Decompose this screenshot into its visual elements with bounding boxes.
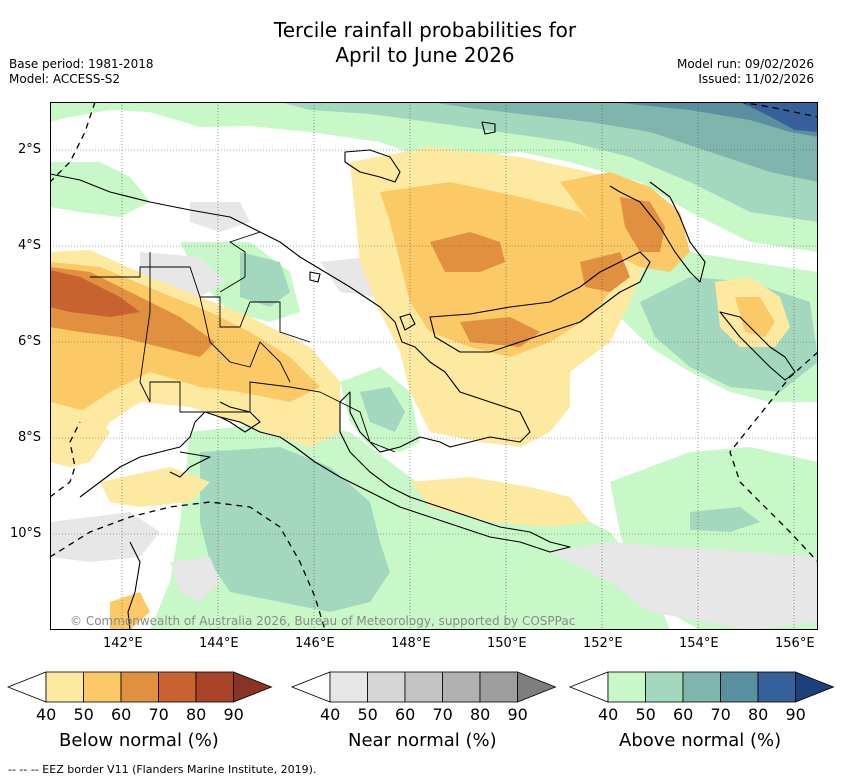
chart-title: Tercile rainfall probabilities for April… (0, 18, 850, 68)
colorbar-label-below: Below normal (%) (59, 730, 219, 751)
meta-right: Model run: 09/02/2026 Issued: 11/02/2026 (677, 57, 814, 87)
colorbar-below-high-arrow (233, 671, 273, 703)
lat-label-4s: 4°S (18, 238, 42, 253)
colorbar-above-segment (645, 671, 684, 703)
model-name: Model: ACCESS-S2 (9, 72, 121, 86)
colorbar-below-tick: 60 (111, 705, 132, 724)
colorbar-near-tick: 60 (395, 705, 416, 724)
colorbar-below-segment (45, 671, 84, 703)
colorbar-near-tick: 50 (357, 705, 378, 724)
lat-label-6s: 6°S (18, 334, 42, 349)
colorbar-near-tick: 70 (432, 705, 453, 724)
colorbar-label-near: Near normal (%) (348, 730, 497, 751)
rainfall-map (50, 102, 818, 630)
colorbar-above-segment (720, 671, 759, 703)
lon-label-148e: 148°E (391, 636, 431, 651)
probability-shading (50, 102, 818, 630)
colorbar-above-tick: 40 (598, 705, 619, 724)
map-frame (50, 102, 818, 630)
colorbar-above-segment (757, 671, 796, 703)
colorbar-near-low-arrow (290, 671, 331, 703)
colorbar-below-tick: 50 (73, 705, 94, 724)
colorbar-below-tick: 90 (223, 705, 244, 724)
eez-borders (50, 102, 818, 630)
title-line-2: April to June 2026 (335, 43, 515, 67)
colorbar-label-above: Above normal (%) (619, 730, 782, 751)
colorbar-near-tick: 90 (507, 705, 528, 724)
borders (90, 231, 396, 453)
colorbars (6, 671, 835, 703)
copyright-notice: © Commonwealth of Australia 2026, Bureau… (70, 614, 576, 628)
base-period: Base period: 1981-2018 (9, 57, 154, 71)
colorbar-above-low-arrow (568, 671, 609, 703)
colorbar-below-tick: 70 (148, 705, 169, 724)
issued-date: Issued: 11/02/2026 (698, 72, 814, 86)
colorbar-below-segment (83, 671, 122, 703)
lon-label-144e: 144°E (199, 636, 239, 651)
lon-label-146e: 146°E (295, 636, 335, 651)
lat-label-8s: 8°S (18, 430, 42, 445)
colorbar-above-tick: 50 (635, 705, 656, 724)
colorbar-below-normal (6, 671, 273, 703)
colorbar-above-normal (568, 671, 835, 703)
colorbar-below-low-arrow (6, 671, 47, 703)
title-line-1: Tercile rainfall probabilities for (273, 18, 577, 42)
colorbar-near-segment (404, 671, 443, 703)
colorbar-below-segment (120, 671, 159, 703)
colorbar-below-tick: 40 (36, 705, 57, 724)
colorbar-near-tick: 80 (470, 705, 491, 724)
coastlines (50, 121, 796, 630)
lon-label-154e: 154°E (679, 636, 719, 651)
lat-label-2s: 2°S (18, 142, 42, 157)
lon-label-152e: 152°E (583, 636, 623, 651)
colorbar-above-segment (607, 671, 646, 703)
colorbar-near-normal (290, 671, 557, 703)
colorbar-above-tick: 60 (673, 705, 694, 724)
graticule (50, 102, 818, 630)
lat-label-10s: 10°S (10, 526, 42, 541)
colorbar-above-tick: 90 (785, 705, 806, 724)
colorbar-below-segment (195, 671, 234, 703)
lon-label-156e: 156°E (775, 636, 815, 651)
lon-label-150e: 150°E (487, 636, 527, 651)
colorbar-above-high-arrow (795, 671, 835, 703)
colorbar-near-tick: 40 (320, 705, 341, 724)
colorbar-above-segment (682, 671, 721, 703)
colorbar-above-tick: 80 (748, 705, 769, 724)
model-run: Model run: 09/02/2026 (676, 57, 814, 71)
colorbar-above-tick: 70 (710, 705, 731, 724)
lon-label-142e: 142°E (103, 636, 143, 651)
colorbar-below-segment (158, 671, 197, 703)
meta-left: Base period: 1981-2018 Model: ACCESS-S2 (9, 57, 154, 87)
eez-footnote: -- -- -- EEZ border V11 (Flanders Marine… (8, 763, 317, 776)
colorbar-below-tick: 80 (186, 705, 207, 724)
colorbar-near-high-arrow (517, 671, 557, 703)
colorbar-near-segment (329, 671, 368, 703)
colorbar-near-segment (442, 671, 481, 703)
colorbar-near-segment (479, 671, 518, 703)
colorbar-near-segment (367, 671, 406, 703)
